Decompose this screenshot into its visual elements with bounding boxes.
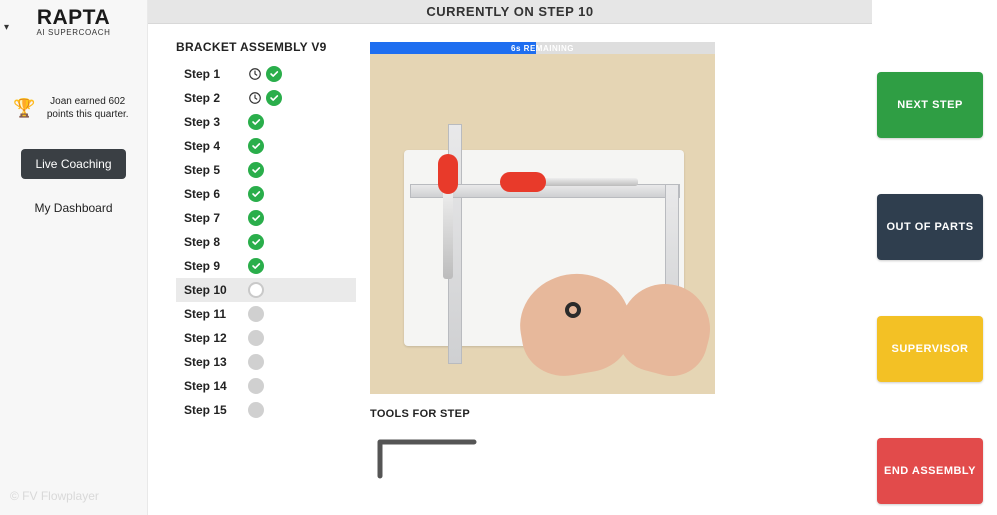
step-timer-label: 6s REMAINING (370, 42, 715, 54)
step-header-bar: CURRENTLY ON STEP 10 (148, 0, 872, 24)
step-row[interactable]: Step 2 (176, 86, 356, 110)
brand-block: RAPTA AI SUPERCOACH (36, 6, 110, 37)
step-row[interactable]: Step 4 (176, 134, 356, 158)
watermark-text: © FV Flowplayer (10, 489, 99, 503)
brand-subtitle: AI SUPERCOACH (36, 28, 110, 37)
check-icon (248, 138, 264, 154)
step-row[interactable]: Step 3 (176, 110, 356, 134)
step-status-icons (248, 282, 264, 298)
step-row[interactable]: Step 5 (176, 158, 356, 182)
step-status-icons (248, 114, 264, 130)
step-status-icons (248, 186, 264, 202)
toggle-clamp-vertical (428, 154, 468, 274)
check-icon (248, 114, 264, 130)
check-icon (266, 90, 282, 106)
step-label: Step 4 (184, 139, 238, 153)
step-header-title: CURRENTLY ON STEP 10 (426, 4, 593, 19)
step-row[interactable]: Step 9 (176, 254, 356, 278)
step-status-icons (248, 258, 264, 274)
step-status-icons (248, 234, 264, 250)
step-label: Step 13 (184, 355, 238, 369)
supervisor-button[interactable]: SUPERVISOR (877, 316, 983, 382)
brand-name: RAPTA (36, 6, 110, 30)
check-icon (248, 162, 264, 178)
operator-ring (565, 302, 581, 318)
step-label: Step 12 (184, 331, 238, 345)
step-row[interactable]: Step 15 (176, 398, 356, 422)
step-row[interactable]: Step 11 (176, 302, 356, 326)
pending-step-icon (248, 378, 264, 394)
end-assembly-button[interactable]: END ASSEMBLY (877, 438, 983, 504)
out-of-parts-button[interactable]: OUT OF PARTS (877, 194, 983, 260)
instruction-video-frame[interactable] (370, 54, 715, 394)
check-icon (248, 186, 264, 202)
instruction-video-panel: 6s REMAINING TOOLS FOR STEP (370, 42, 715, 487)
tools-for-step-label: TOOLS FOR STEP (370, 408, 715, 420)
live-coaching-button[interactable]: Live Coaching (21, 149, 125, 179)
step-label: Step 3 (184, 115, 238, 129)
step-status-icons (248, 378, 264, 394)
clock-icon (248, 91, 262, 105)
my-dashboard-link[interactable]: My Dashboard (34, 201, 112, 215)
achievement-banner: 🏆 Joan earned 602 points this quarter. (5, 95, 141, 121)
step-row[interactable]: Step 7 (176, 206, 356, 230)
step-label: Step 5 (184, 163, 238, 177)
step-status-icons (248, 162, 264, 178)
step-label: Step 10 (184, 283, 238, 297)
trophy-icon: 🏆 (13, 98, 35, 119)
step-status-icons (248, 330, 264, 346)
pending-step-icon (248, 330, 264, 346)
step-label: Step 6 (184, 187, 238, 201)
step-status-icons (248, 354, 264, 370)
step-label: Step 9 (184, 259, 238, 273)
step-status-icons (248, 90, 282, 106)
assembly-title: BRACKET ASSEMBLY V9 (176, 40, 356, 54)
action-button-column: NEXT STEP OUT OF PARTS SUPERVISOR END AS… (877, 72, 983, 504)
current-step-icon (248, 282, 264, 298)
step-label: Step 2 (184, 91, 238, 105)
clock-icon (248, 67, 262, 81)
next-step-button[interactable]: NEXT STEP (877, 72, 983, 138)
check-icon (248, 258, 264, 274)
step-status-icons (248, 402, 264, 418)
step-row[interactable]: Step 13 (176, 350, 356, 374)
step-status-icons (248, 210, 264, 226)
step-list-panel: BRACKET ASSEMBLY V9 Step 1Step 2Step 3St… (176, 40, 356, 422)
check-icon (266, 66, 282, 82)
check-icon (248, 210, 264, 226)
step-label: Step 1 (184, 67, 238, 81)
step-label: Step 8 (184, 235, 238, 249)
step-row[interactable]: Step 14 (176, 374, 356, 398)
step-row[interactable]: Step 12 (176, 326, 356, 350)
step-list: Step 1 Step 2 Step 3 Step 4 Step 5 Step 6 Step… (176, 62, 356, 422)
pending-step-icon (248, 354, 264, 370)
achievement-text: Joan earned 602 points this quarter. (42, 95, 134, 121)
step-label: Step 11 (184, 307, 238, 321)
toggle-clamp-horizontal (500, 164, 640, 204)
sidebar-collapse-caret[interactable]: ▾ (4, 22, 9, 33)
step-label: Step 14 (184, 379, 238, 393)
step-timer-track: 6s REMAINING (370, 42, 715, 54)
allen-key-icon (370, 432, 480, 482)
step-status-icons (248, 138, 264, 154)
step-status-icons (248, 66, 282, 82)
step-label: Step 7 (184, 211, 238, 225)
step-status-icons (248, 306, 264, 322)
step-row[interactable]: Step 8 (176, 230, 356, 254)
step-label: Step 15 (184, 403, 238, 417)
step-row[interactable]: Step 6 (176, 182, 356, 206)
step-row[interactable]: Step 10 (176, 278, 356, 302)
check-icon (248, 234, 264, 250)
pending-step-icon (248, 402, 264, 418)
sidebar: ▾ RAPTA AI SUPERCOACH 🏆 Joan earned 602 … (0, 0, 148, 515)
step-row[interactable]: Step 1 (176, 62, 356, 86)
pending-step-icon (248, 306, 264, 322)
